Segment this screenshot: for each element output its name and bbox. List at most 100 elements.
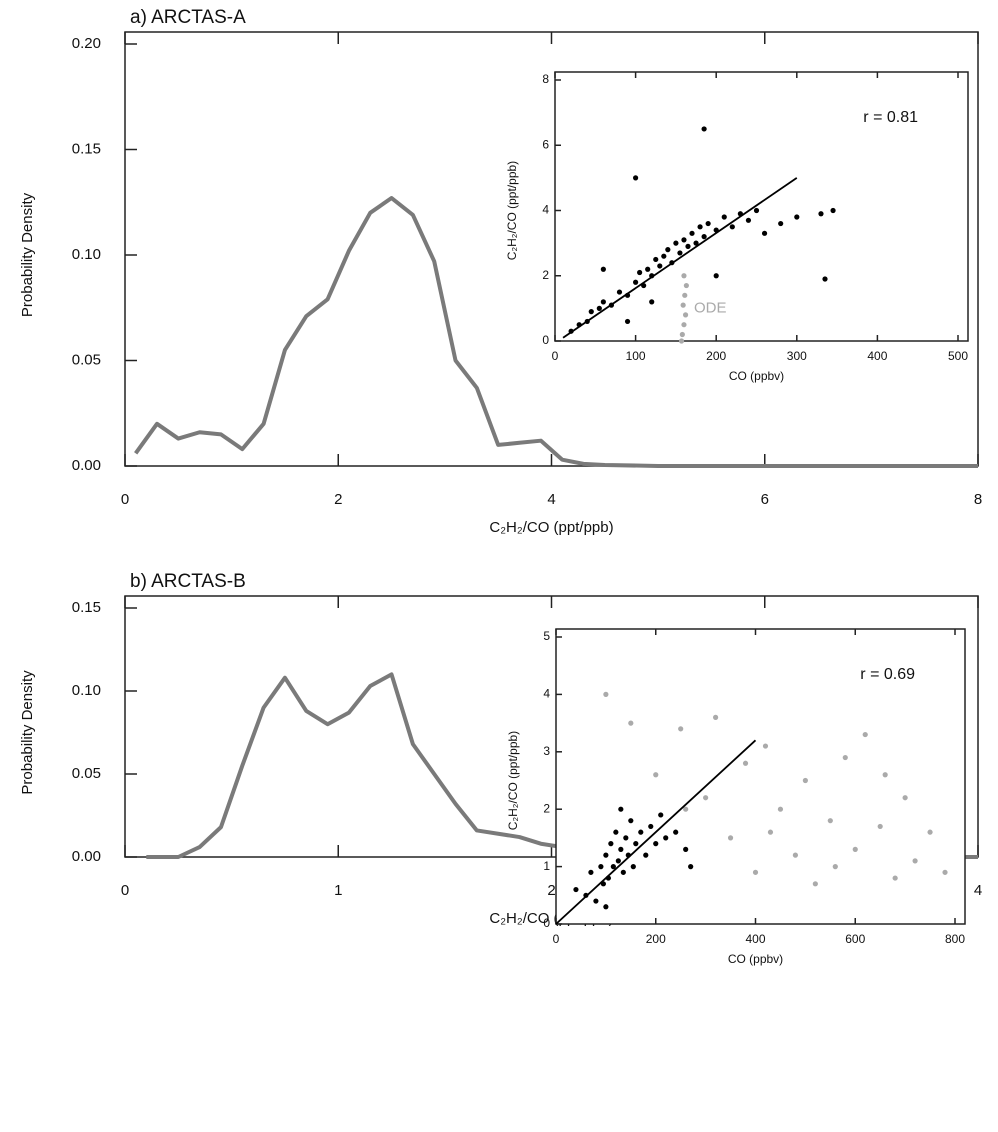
scatter-point [927, 829, 933, 835]
scatter-point [762, 743, 769, 749]
scatter-point [902, 795, 908, 801]
y-tick-label: 0 [542, 333, 549, 347]
scatter-point [697, 224, 703, 230]
scatter-point [603, 691, 609, 698]
scatter-point [616, 289, 623, 295]
scatter-point [615, 858, 621, 864]
scatter-point [681, 237, 687, 243]
scatter-point [593, 898, 599, 904]
x-tick-label: 0 [552, 349, 559, 363]
scatter-point [596, 305, 602, 311]
scatter-point [701, 234, 707, 240]
scatter-point [682, 292, 688, 298]
scatter-point [665, 247, 671, 253]
x-tick-label: 0 [121, 491, 129, 508]
scatter-point [624, 318, 631, 325]
x-tick-label: 1 [334, 882, 342, 899]
density-line [134, 196, 978, 468]
scatter-point [648, 823, 654, 830]
scatter-point [653, 841, 659, 847]
x-tick-label: 500 [948, 349, 968, 363]
scatter-point [818, 211, 824, 217]
scatter-point [942, 869, 948, 875]
x-tick-label: 200 [706, 349, 726, 363]
x-tick-label: 400 [745, 932, 765, 946]
scatter-point [663, 835, 669, 841]
x-tick-label: 400 [867, 349, 887, 363]
scatter-point [753, 207, 760, 214]
x-axis-label: CO (ppbv) [729, 369, 784, 383]
y-tick-label: 0.00 [72, 457, 101, 474]
x-tick-label: 8 [974, 491, 982, 508]
panel-title: a) ARCTAS-A [130, 7, 246, 28]
scatter-point [822, 276, 828, 282]
scatter-point [693, 240, 699, 246]
y-axis-label: C₂H₂/CO (ppt/ppb) [506, 731, 520, 830]
scatter-point [679, 331, 685, 338]
y-tick-label: 1 [543, 859, 550, 873]
scatter-point [877, 823, 883, 830]
y-tick-label: 8 [542, 72, 549, 86]
scatter-point [677, 250, 683, 256]
scatter-point [600, 299, 606, 305]
scatter-point [703, 795, 709, 801]
inset-background [556, 629, 965, 924]
y-axis-label: C₂H₂/CO (ppt/ppb) [505, 161, 519, 260]
scatter-point [649, 299, 655, 305]
scatter-point [598, 864, 604, 870]
scatter-point [643, 852, 649, 858]
x-tick-label: 800 [945, 932, 965, 946]
scatter-point [673, 829, 679, 835]
scatter-point [678, 726, 684, 732]
scatter-point [658, 812, 664, 818]
x-axis-label: CO (ppbv) [728, 952, 783, 966]
scatter-point [620, 869, 626, 875]
scatter-point [830, 207, 836, 214]
y-tick-label: 4 [542, 203, 549, 217]
scatter-point [680, 302, 686, 308]
scatter-point [792, 852, 799, 858]
scatter-point [681, 273, 687, 279]
scatter-point [882, 772, 888, 778]
scatter-point [633, 841, 639, 847]
scatter-point [721, 214, 727, 220]
scatter-point [802, 777, 808, 784]
scatter-point [681, 322, 687, 328]
scatter-point [713, 714, 719, 720]
y-tick-label: 2 [542, 268, 549, 282]
x-tick-label: 0 [121, 882, 129, 899]
x-tick-label: 4 [547, 491, 555, 508]
y-tick-label: 0.15 [72, 599, 101, 616]
y-tick-label: 5 [543, 629, 550, 643]
scatter-point [862, 731, 868, 738]
scatter-point [701, 126, 707, 132]
scatter-point [767, 829, 774, 835]
scatter-point [742, 760, 749, 766]
scatter-point [623, 835, 629, 841]
scatter-point [842, 754, 848, 761]
scatter-point [573, 886, 579, 893]
y-axis-label: Probability Density [19, 670, 36, 795]
scatter-point [633, 279, 639, 285]
scatter-point [610, 864, 616, 870]
x-tick-label: 4 [974, 882, 982, 899]
scatter-point [827, 818, 833, 824]
y-tick-label: 0.10 [72, 246, 101, 263]
scatter-point [618, 846, 624, 852]
y-tick-label: 0.10 [72, 682, 101, 699]
scatter-point [892, 875, 898, 881]
scatter-point [628, 818, 634, 824]
y-axis-label: Probability Density [19, 192, 36, 317]
scatter-point [673, 240, 679, 246]
scatter-point [794, 214, 800, 220]
scatter-point [688, 864, 694, 870]
scatter-point [653, 772, 659, 778]
x-tick-label: 200 [646, 932, 666, 946]
scatter-point [752, 869, 759, 875]
y-tick-label: 0.00 [72, 848, 101, 865]
scatter-point [600, 266, 606, 272]
scatter-point [653, 256, 659, 263]
x-tick-label: 100 [626, 349, 646, 363]
scatter-point [727, 835, 734, 841]
